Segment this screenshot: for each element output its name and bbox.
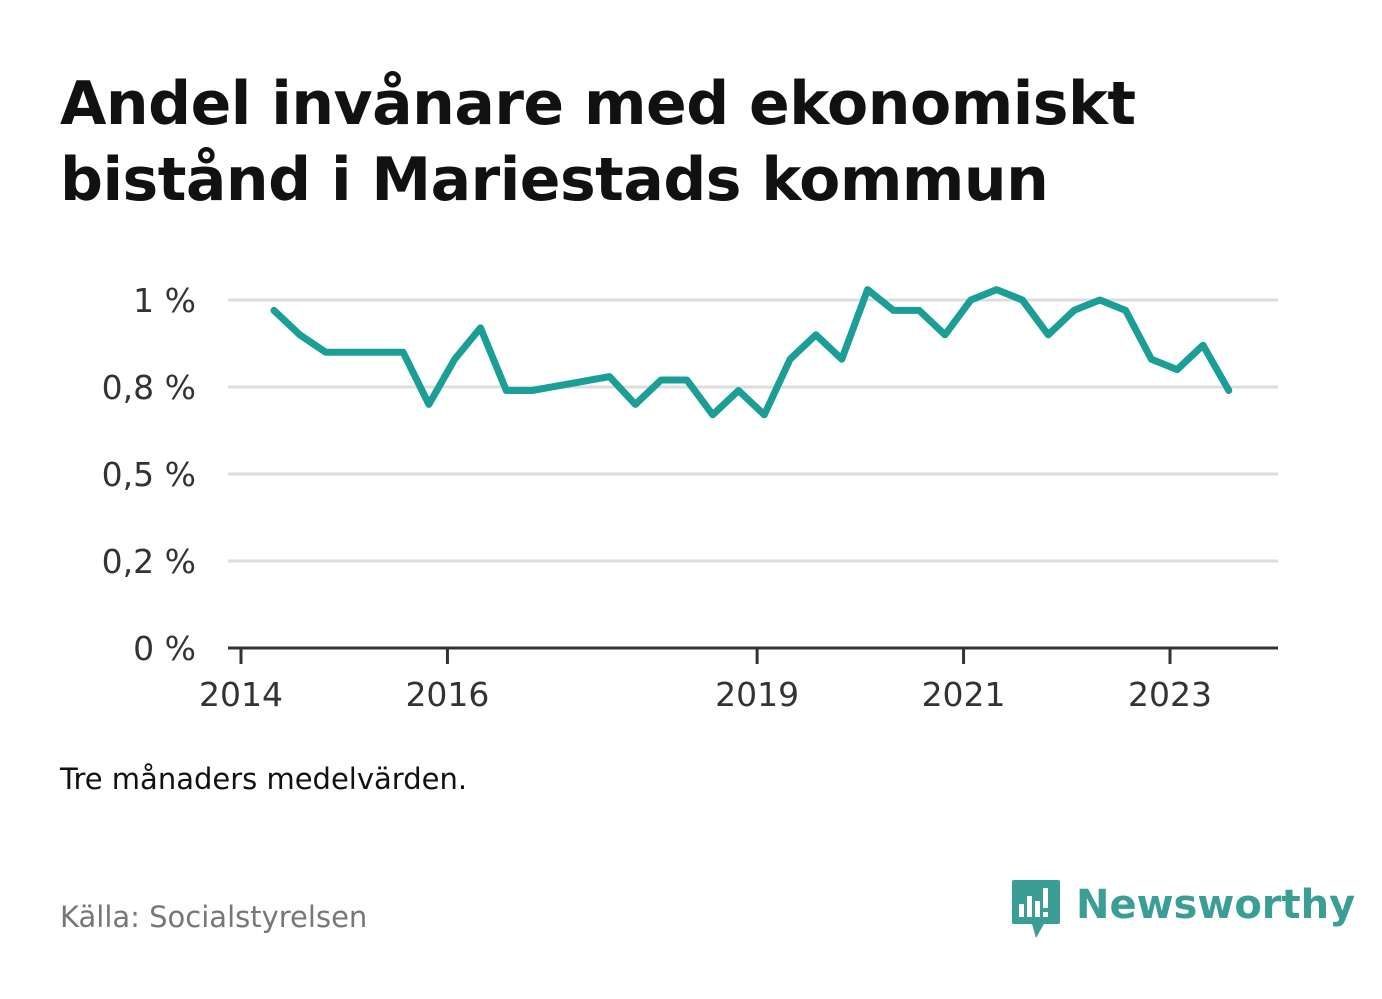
chart-title-line-2: bistånd i Mariestads kommun [60, 145, 1049, 215]
brand-logo[interactable]: Newsworthy [1010, 878, 1355, 942]
y-tick-label: 0,8 % [102, 368, 196, 407]
y-tick-label: 0,2 % [102, 542, 196, 581]
chart-title: Andel invånare med ekonomiskt bistånd i … [60, 66, 1320, 218]
gridlines [228, 298, 1278, 563]
line-chart: 0 %0,2 %0,5 %0,8 %1 % 2014 2016 2019 2021 20… [102, 281, 1278, 714]
y-tick-label: 0 % [133, 629, 196, 668]
y-tick-label: 0,5 % [102, 455, 196, 494]
x-tick-label: 2019 [715, 675, 799, 714]
y-axis-labels: 0 % 0,2 % 0,5 % 0,8 % 1 % [102, 281, 196, 668]
x-tick-label: 2016 [405, 675, 489, 714]
source-credit: Källa: Socialstyrelsen [60, 900, 368, 934]
series-layer [270, 286, 1233, 419]
x-tick-label: 2014 [199, 675, 283, 714]
chart-note: Tre månaders medelvärden. [60, 762, 468, 796]
bar-chart-speech-bubble-icon [1012, 880, 1060, 938]
y-tick-label: 1 % [133, 281, 196, 320]
chart-title-line-1: Andel invånare med ekonomiskt [60, 69, 1136, 139]
x-tick-label: 2023 [1128, 675, 1212, 714]
brand-name: Newsworthy [1076, 882, 1356, 928]
series-line [270, 286, 1233, 419]
x-axis: 2014 2016 2019 2021 2023 [199, 646, 1278, 714]
x-tick-label: 2021 [922, 675, 1006, 714]
